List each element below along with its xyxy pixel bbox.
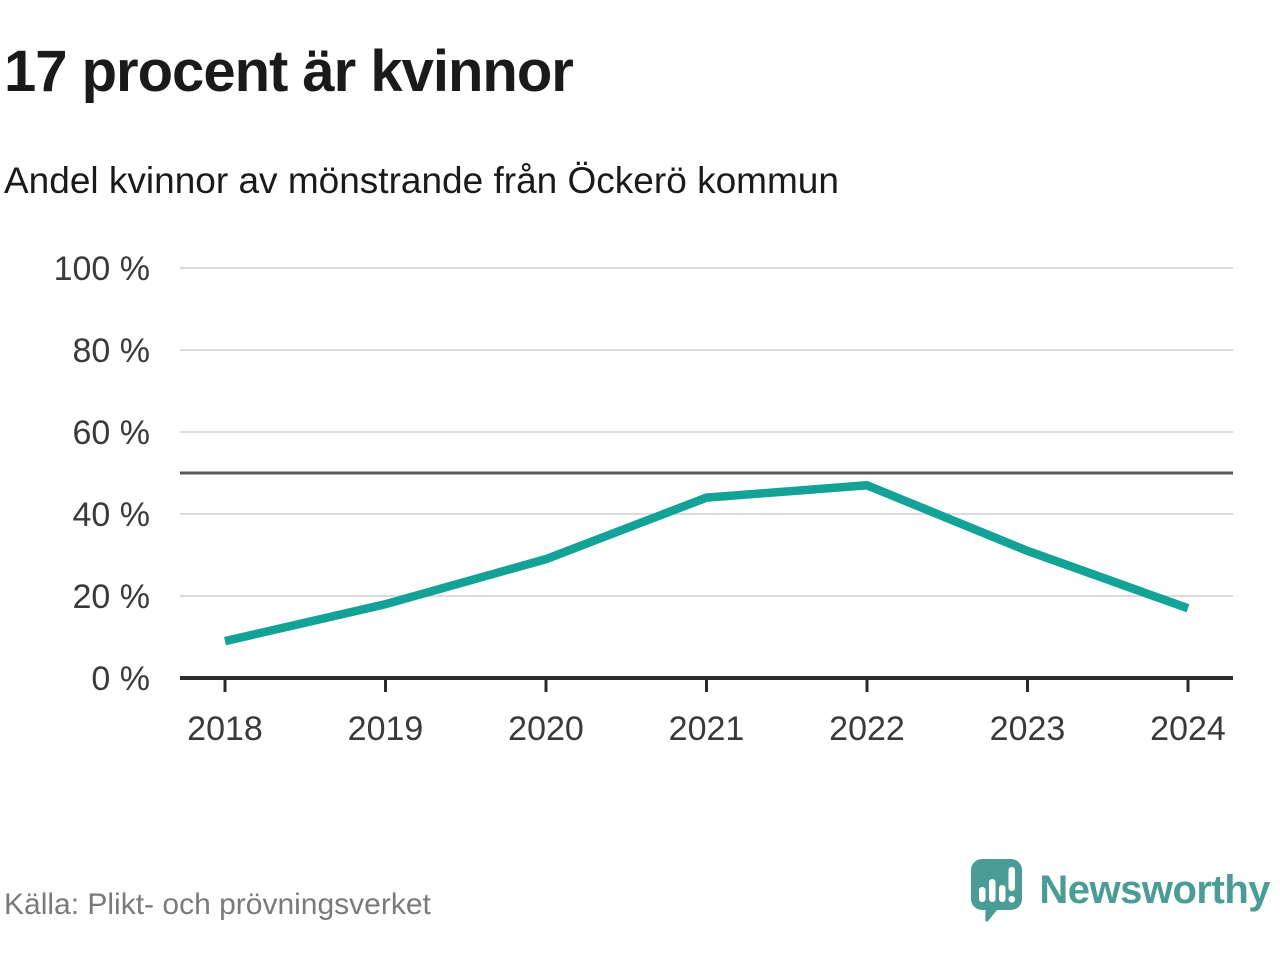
chart-subtitle: Andel kvinnor av mönstrande från Öckerö …	[4, 160, 839, 201]
x-tick-label: 2020	[508, 710, 584, 748]
newsworthy-logo-icon	[971, 859, 1023, 922]
y-tick-label: 0 %	[91, 660, 150, 698]
newsworthy-wordmark: Newsworthy	[1039, 867, 1270, 912]
source-note: Källa: Plikt- och prövningsverket	[4, 888, 431, 921]
x-tick-label: 2021	[669, 710, 745, 748]
y-tick-label: 80 %	[73, 332, 151, 370]
x-tick-label: 2022	[829, 710, 905, 748]
y-tick-label: 40 %	[73, 496, 151, 534]
x-tick-label: 2024	[1150, 710, 1226, 748]
x-tick-label: 2023	[990, 710, 1066, 748]
page-title: 17 procent är kvinnor	[4, 39, 574, 104]
data-line-andel-kvinnor	[224, 481, 1190, 646]
x-tick-label: 2019	[348, 710, 424, 748]
y-tick-label: 60 %	[73, 414, 151, 452]
newsworthy-logo: Newsworthy	[970, 858, 1270, 922]
y-tick-label: 100 %	[54, 250, 150, 288]
x-tick-label: 2018	[187, 710, 263, 748]
y-tick-label: 20 %	[73, 578, 151, 616]
